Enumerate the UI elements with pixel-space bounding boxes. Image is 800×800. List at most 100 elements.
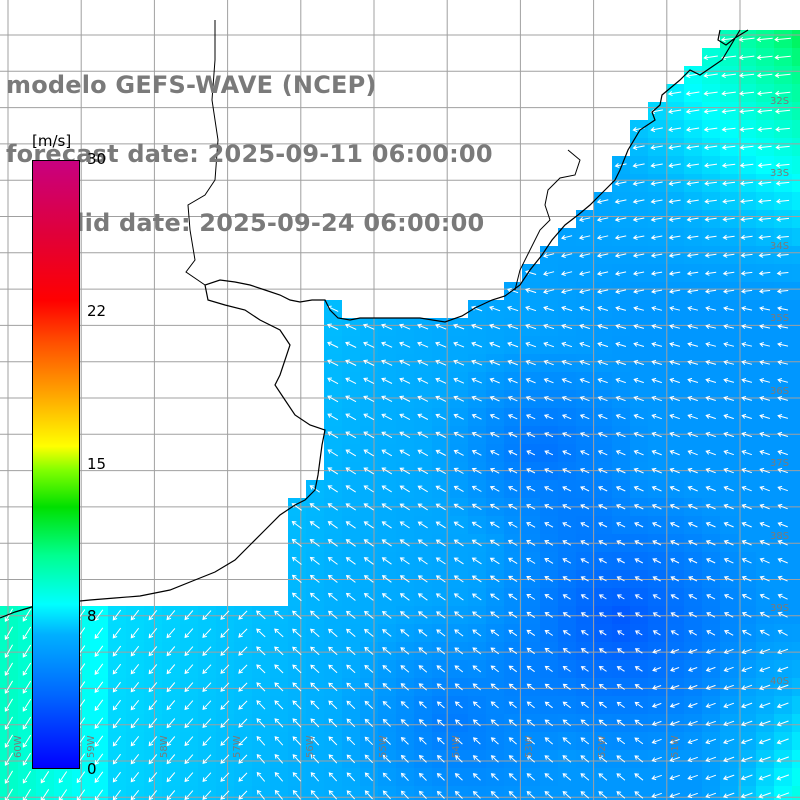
wind-arrow — [346, 736, 356, 746]
wind-arrow — [776, 756, 789, 763]
wind-arrow — [598, 504, 608, 510]
wind-arrow — [544, 629, 553, 636]
wind-arrow — [615, 450, 626, 456]
wind-arrow — [435, 485, 446, 493]
wind-arrow — [309, 539, 320, 547]
wind-arrow — [651, 359, 662, 365]
wind-arrow — [759, 629, 770, 636]
wind-arrow — [705, 395, 716, 401]
wind-arrow — [777, 521, 788, 528]
wind-arrow — [722, 792, 735, 799]
wind-arrow — [490, 593, 500, 601]
wind-arrow — [489, 341, 501, 348]
wind-arrow — [364, 700, 374, 709]
lon-label: 55W — [378, 735, 389, 758]
wind-arrow — [417, 539, 428, 547]
wind-speed-cell — [540, 786, 558, 800]
wind-arrow — [382, 754, 391, 763]
wind-arrow — [220, 664, 230, 674]
wind-arrow — [651, 720, 662, 726]
wind-arrow — [561, 396, 572, 402]
wind-arrow — [632, 234, 645, 240]
wind-arrow — [562, 558, 572, 564]
wind-arrow — [417, 485, 428, 493]
wind-arrow — [650, 180, 663, 186]
wind-arrow — [758, 738, 771, 745]
wind-arrow — [453, 467, 464, 474]
wind-arrow — [562, 683, 571, 691]
wind-arrow — [292, 772, 302, 782]
wind-arrow — [400, 665, 410, 673]
wind-arrow — [615, 504, 626, 510]
wind-arrow — [650, 270, 663, 276]
wind-arrow — [670, 558, 680, 564]
wind-arrow — [525, 414, 536, 420]
wind-arrow — [739, 108, 754, 114]
wind-arrow — [400, 629, 410, 637]
wind-speed-cell — [792, 102, 800, 120]
wind-arrow — [472, 683, 482, 691]
wind-arrow — [722, 774, 735, 781]
wind-arrow — [634, 648, 643, 654]
wind-arrow — [651, 431, 662, 438]
wind-arrow — [489, 323, 501, 330]
wind-arrow — [741, 306, 753, 312]
wind-arrow — [562, 450, 572, 456]
wind-arrow — [774, 54, 791, 60]
inland-border — [185, 20, 581, 291]
wind-arrow — [418, 719, 427, 727]
wind-arrow — [651, 449, 662, 456]
wind-speed-cell — [792, 678, 800, 696]
wind-speed-cell — [792, 372, 800, 390]
wind-arrow — [580, 791, 590, 799]
wind-speed-cell — [90, 786, 108, 800]
wind-arrow — [292, 718, 302, 728]
wind-arrow — [669, 720, 680, 726]
wind-arrow — [723, 449, 734, 456]
wind-arrow — [202, 610, 212, 621]
wind-arrow — [687, 324, 699, 329]
wind-arrow — [345, 449, 357, 457]
wind-speed-cell — [792, 390, 800, 408]
wind-arrow — [544, 576, 554, 582]
wind-arrow — [382, 629, 392, 637]
wind-arrow — [598, 666, 607, 672]
wind-arrow — [759, 342, 771, 348]
wind-arrow — [598, 791, 608, 799]
wind-arrow — [759, 557, 770, 564]
wind-arrow — [777, 396, 789, 401]
wind-arrow — [526, 504, 536, 510]
wind-arrow — [292, 646, 302, 656]
wind-arrow — [381, 359, 393, 366]
wind-arrow — [776, 702, 789, 709]
wind-arrow — [362, 323, 375, 330]
wind-arrow — [705, 558, 716, 564]
wind-arrow — [616, 522, 626, 528]
wind-arrow — [759, 306, 771, 312]
wind-arrow — [454, 790, 463, 799]
wind-arrow — [327, 467, 339, 475]
wind-arrow — [562, 612, 571, 618]
wind-arrow — [741, 342, 753, 348]
wind-arrow — [651, 324, 663, 329]
wind-arrow — [650, 127, 663, 133]
wind-arrow — [705, 521, 716, 528]
wind-arrow — [435, 377, 447, 384]
wind-arrow — [723, 594, 734, 600]
wind-arrow — [490, 683, 500, 691]
wind-arrow — [705, 756, 717, 763]
wind-arrow — [544, 558, 554, 564]
wind-arrow — [741, 702, 753, 709]
wind-arrow — [705, 360, 717, 365]
wind-arrow — [345, 575, 356, 583]
wind-arrow — [723, 324, 735, 330]
wind-arrow — [543, 414, 554, 420]
wind-arrow — [436, 611, 446, 619]
wind-arrow — [526, 486, 536, 492]
wind-arrow — [472, 647, 482, 655]
wind-speed-cell — [792, 336, 800, 354]
wind-arrow — [417, 503, 428, 511]
wind-speed-cell — [792, 480, 800, 498]
wind-arrow — [202, 790, 212, 800]
